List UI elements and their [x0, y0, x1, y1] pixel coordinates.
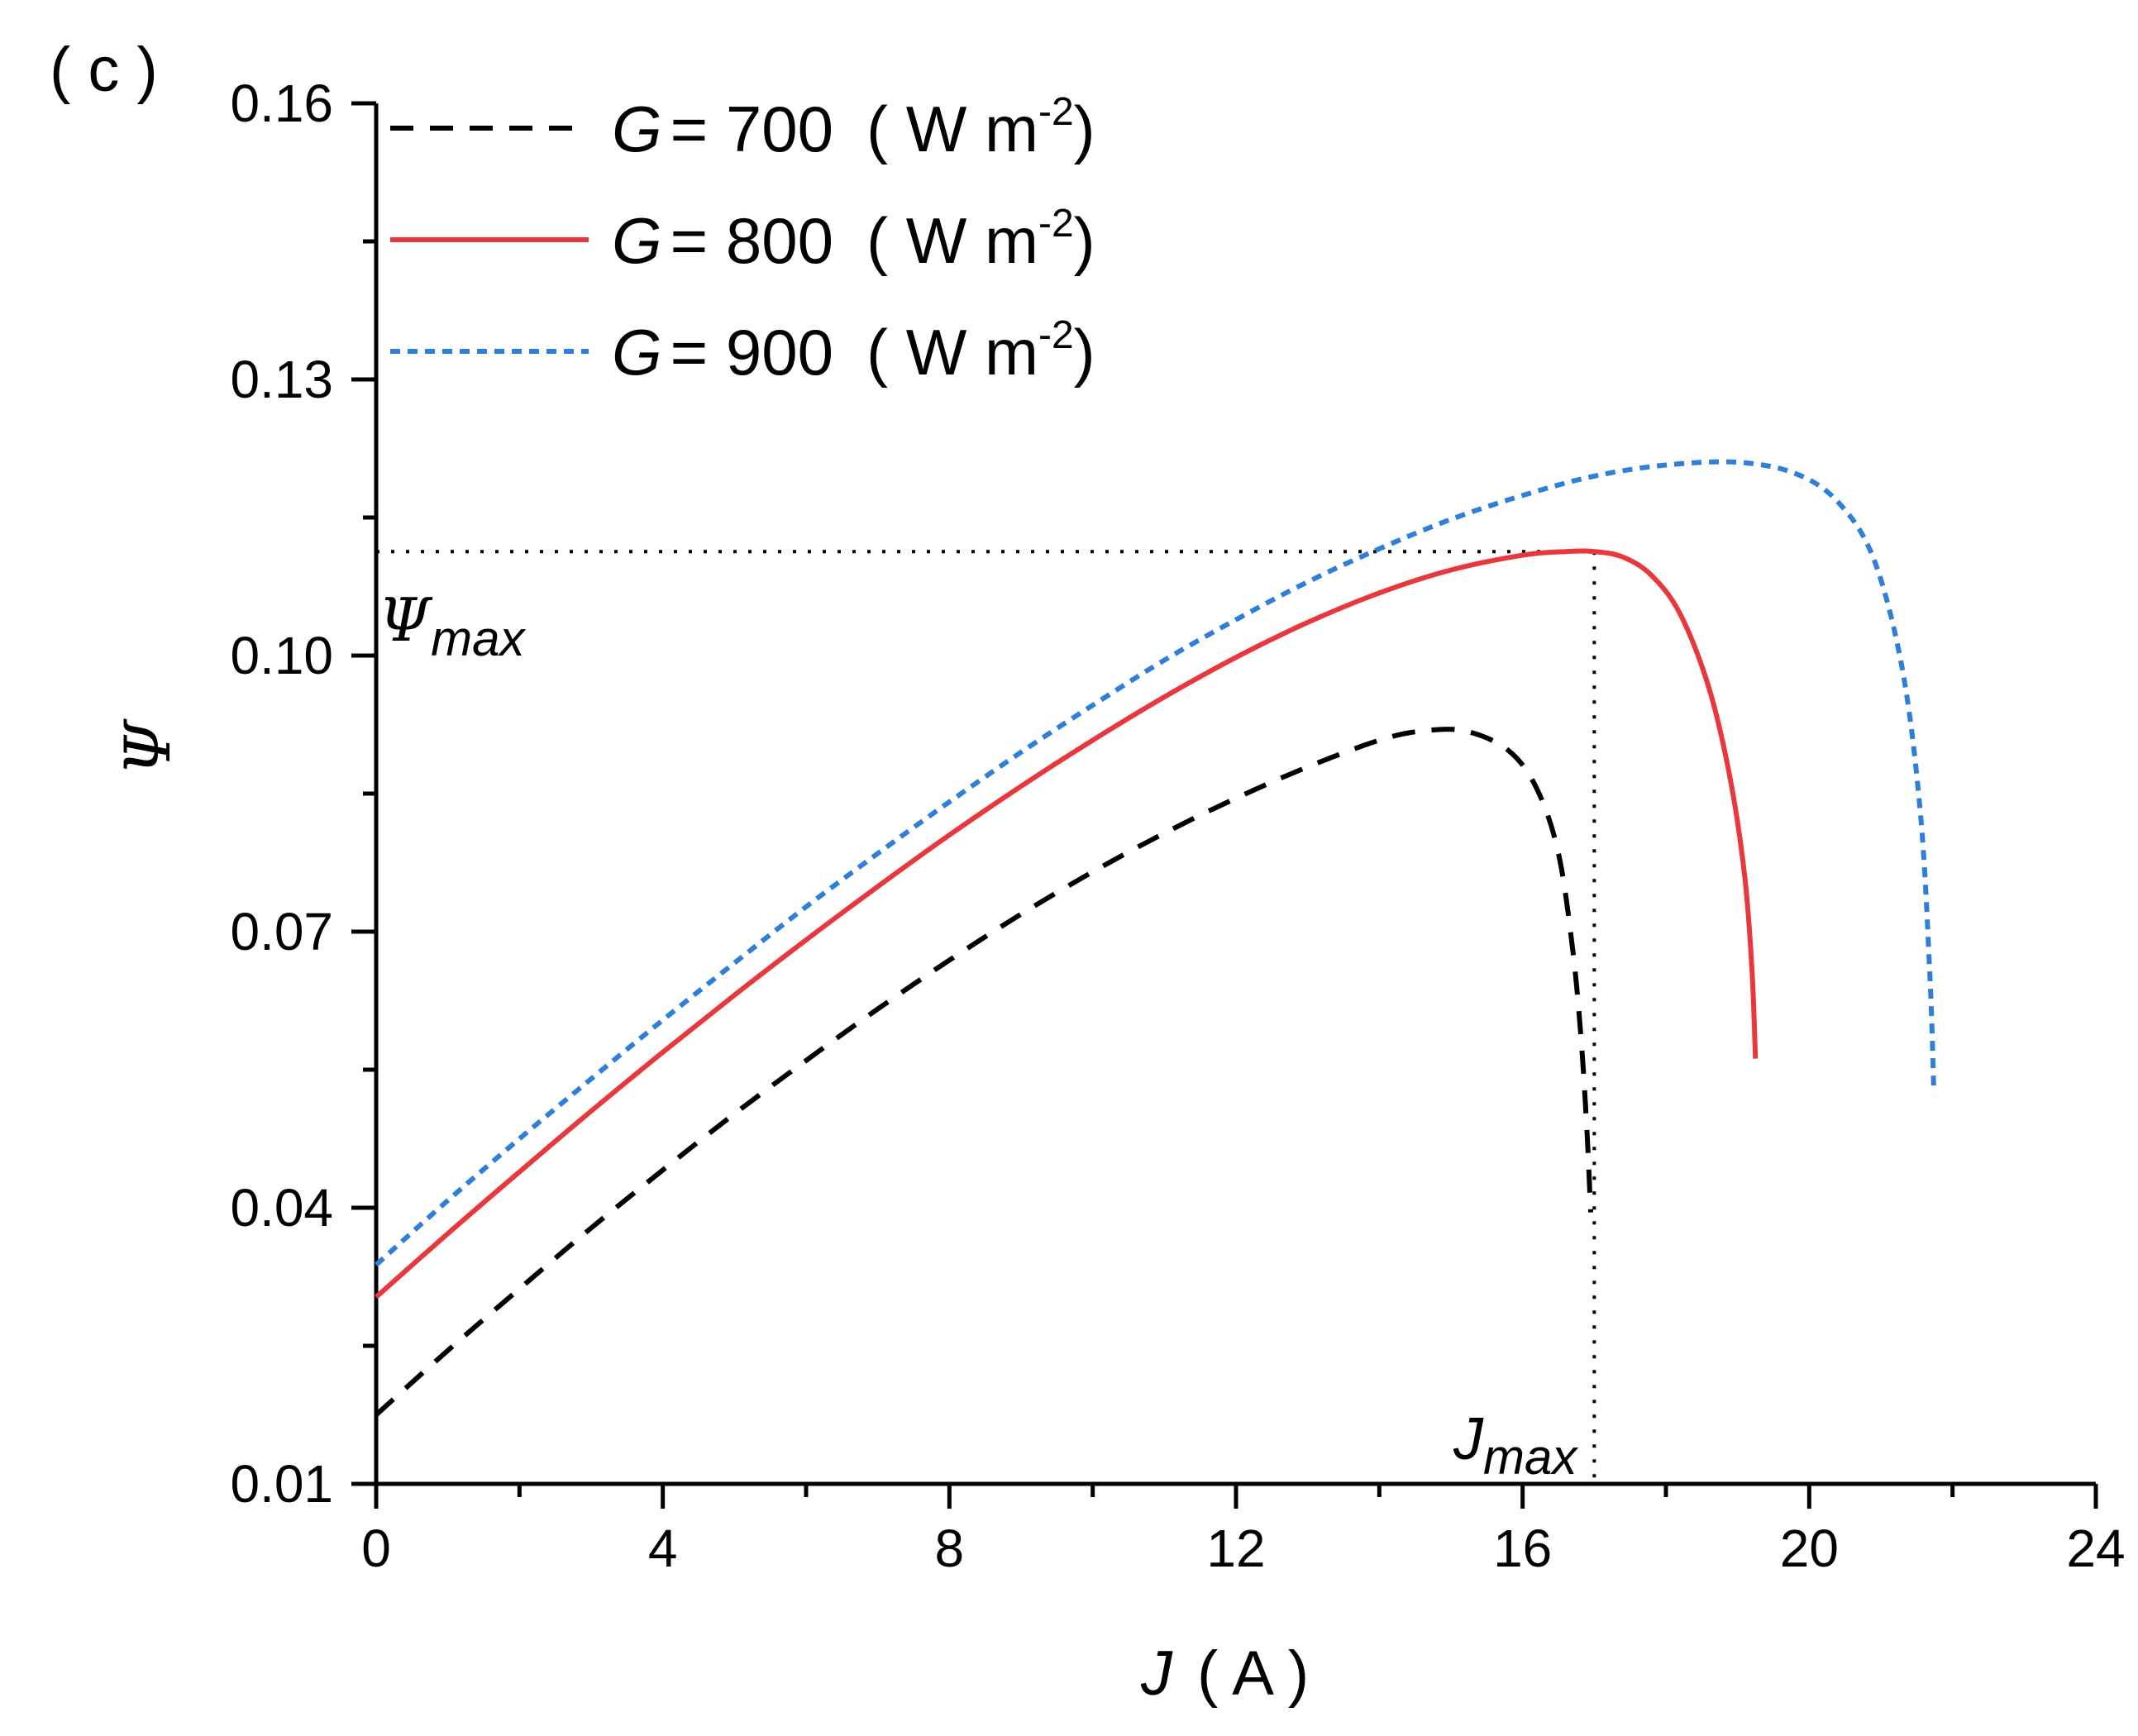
legend: G = 700( W m-2)G = 800( W m-2)G = 900( W m-… [390, 90, 1095, 389]
y-tick-label: 0.13 [230, 350, 333, 409]
series-line-2 [375, 548, 1759, 1300]
legend-unit: ( W m [866, 93, 1038, 165]
y-tick-label: 0.10 [230, 626, 333, 685]
psi-max-label: Ψmax [379, 585, 526, 666]
legend-exponent: -2 [1038, 313, 1074, 357]
j-max-subscript: max [1483, 1429, 1578, 1485]
legend-close: ) [1074, 316, 1095, 389]
legend-label-2: G = 800 ( W m-2) [612, 202, 1095, 277]
legend-close: ) [1074, 204, 1095, 277]
series-line-3 [374, 459, 1937, 1267]
legend-value: = 800 [671, 204, 833, 277]
panel-label: ( c ) [50, 35, 158, 105]
j-max-symbol: J [1453, 1406, 1484, 1472]
legend-variable: G [612, 204, 662, 277]
x-tick-label: 20 [1780, 1519, 1839, 1578]
x-tick-label: 12 [1206, 1519, 1265, 1578]
y-tick-label: 0.04 [230, 1178, 333, 1238]
max-guide-lines [376, 550, 1596, 1484]
legend-variable: G [612, 316, 662, 389]
j-max-label: Jmax [1453, 1406, 1578, 1485]
x-tick-label: 0 [361, 1519, 391, 1578]
x-tick-label: 16 [1493, 1519, 1552, 1578]
series-line-1 [374, 727, 1593, 1417]
y-tick-label: 0.16 [230, 74, 333, 133]
series-group [374, 459, 1937, 1417]
legend-exponent: -2 [1038, 90, 1074, 134]
legend-label-3: G = 900 ( W m-2) [612, 313, 1095, 389]
x-tick-label: 24 [2066, 1519, 2125, 1578]
y-tick-label: 0.07 [230, 902, 333, 961]
legend-unit: ( W m [866, 204, 1038, 277]
y-tick-label: 0.01 [230, 1454, 333, 1514]
x-axis-title: J ( A ) [1140, 1638, 1309, 1709]
legend-value: = 900 [671, 316, 833, 389]
x-tick-label: 4 [648, 1519, 678, 1578]
x-axis-unit: ( A ) [1197, 1638, 1309, 1709]
psi-max-symbol: Ψ [379, 585, 433, 655]
x-axis-variable: J [1140, 1638, 1173, 1709]
y-axis-title: Ψ [111, 718, 184, 775]
legend-label-1: G = 700 ( W m-2) [612, 90, 1095, 165]
axis-ticks: 0 4 8 12 16 20 24 0.01 0.04 0.07 0.10 0.13 0.16 [230, 74, 2125, 1578]
psi-max-subscript: max [431, 611, 526, 666]
legend-exponent: -2 [1038, 202, 1074, 246]
legend-close: ) [1074, 93, 1095, 165]
legend-value: = 700 [671, 93, 833, 165]
legend-unit: ( W m [866, 316, 1038, 389]
legend-variable: G [612, 93, 662, 165]
x-tick-label: 8 [935, 1519, 965, 1578]
